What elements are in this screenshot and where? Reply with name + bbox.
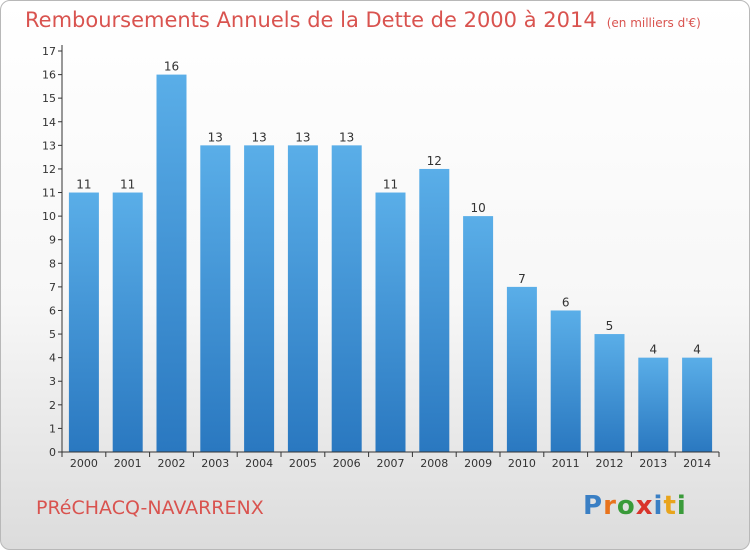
y-tick-label: 13 — [42, 139, 56, 152]
x-tick-label: 2013 — [639, 457, 667, 470]
bar-value-label: 13 — [208, 130, 223, 144]
y-tick-label: 5 — [49, 328, 56, 341]
y-tick-label: 4 — [49, 352, 56, 365]
y-tick-label: 9 — [49, 234, 56, 247]
y-tick-label: 3 — [49, 375, 56, 388]
bar-2010 — [506, 286, 537, 452]
bar-value-label: 13 — [295, 130, 310, 144]
x-tick-label: 2008 — [420, 457, 448, 470]
y-tick-label: 16 — [42, 69, 56, 82]
y-tick-label: 8 — [49, 257, 56, 270]
proxiti-logo: Proxiti — [583, 491, 687, 521]
bar-2011 — [550, 310, 581, 452]
x-tick-label: 2014 — [683, 457, 711, 470]
bar-value-label: 6 — [562, 295, 570, 309]
y-tick-label: 15 — [42, 92, 56, 105]
chart-title-text: Remboursements Annuels de la Dette de 20… — [25, 8, 597, 32]
x-tick-label: 2002 — [158, 457, 186, 470]
logo-letter: t — [663, 491, 677, 521]
bar-2005 — [287, 145, 318, 452]
bar-2014 — [682, 357, 713, 452]
commune-name: PRéCHACQ-NAVARRENX — [36, 497, 264, 519]
bar-2013 — [638, 357, 669, 452]
x-tick-label: 2001 — [114, 457, 142, 470]
y-tick-label: 2 — [49, 399, 56, 412]
y-tick-label: 10 — [42, 210, 56, 223]
x-tick-label: 2005 — [289, 457, 317, 470]
y-tick-label: 12 — [42, 163, 56, 176]
y-tick-label: 0 — [49, 446, 56, 459]
chart-subtitle: (en milliers d'€) — [606, 16, 701, 30]
bar-value-label: 13 — [251, 130, 266, 144]
bar-value-label: 16 — [164, 60, 179, 74]
bar-value-label: 5 — [606, 319, 614, 333]
bar-2000 — [68, 192, 99, 452]
bar-value-label: 4 — [693, 343, 701, 357]
bar-2001 — [112, 192, 143, 452]
y-tick-label: 11 — [42, 187, 56, 200]
x-tick-label: 2007 — [377, 457, 405, 470]
logo-letter: o — [616, 491, 636, 521]
bar-value-label: 11 — [76, 178, 91, 192]
x-tick-label: 2010 — [508, 457, 536, 470]
y-tick-label: 6 — [49, 304, 56, 317]
bar-2012 — [594, 334, 625, 452]
bar-value-label: 13 — [339, 130, 354, 144]
x-tick-label: 2004 — [245, 457, 273, 470]
logo-letter: i — [676, 491, 687, 521]
logo-letter: i — [653, 491, 664, 521]
bar-2009 — [463, 216, 494, 452]
bar-value-label: 11 — [383, 178, 398, 192]
x-tick-label: 2006 — [333, 457, 361, 470]
bar-value-label: 11 — [120, 178, 135, 192]
y-tick-label: 17 — [42, 45, 56, 58]
x-tick-label: 2009 — [464, 457, 492, 470]
bar-2006 — [331, 145, 362, 452]
bar-value-label: 12 — [427, 154, 442, 168]
y-tick-label: 7 — [49, 281, 56, 294]
x-tick-label: 2003 — [201, 457, 229, 470]
bar-2002 — [156, 74, 187, 453]
logo-letter: P — [583, 491, 604, 521]
logo-letter: r — [603, 491, 617, 521]
chart-title: Remboursements Annuels de la Dette de 20… — [25, 8, 701, 32]
bar-value-label: 7 — [518, 272, 526, 286]
y-tick-label: 1 — [49, 422, 56, 435]
x-tick-label: 2000 — [70, 457, 98, 470]
bar-value-label: 10 — [470, 201, 485, 215]
bar-value-label: 4 — [649, 343, 657, 357]
logo-letter: x — [635, 491, 654, 521]
bar-2008 — [419, 168, 450, 453]
x-tick-label: 2012 — [596, 457, 624, 470]
x-axis: 2000 2001 2002 2003 2004 2005 2006 2007 2008 2009… — [61, 451, 720, 470]
bar-2004 — [244, 145, 275, 452]
bar-2003 — [200, 145, 231, 452]
x-tick-label: 2011 — [552, 457, 580, 470]
bar-2007 — [375, 192, 406, 452]
y-tick-label: 14 — [42, 116, 56, 129]
bars: 11 11 16 13 13 13 13 11 12 10 7 6 5 4 4 — [68, 60, 713, 453]
